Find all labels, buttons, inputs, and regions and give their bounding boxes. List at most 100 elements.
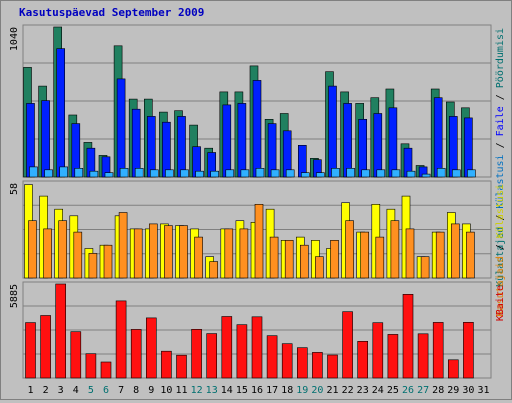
panel-bottom: 5885 <box>9 281 492 379</box>
bar-Kasutajaid-day-9 <box>149 223 158 279</box>
xtick-label-day-20: 20 <box>311 385 323 396</box>
bar-Külastusi-day-15 <box>240 169 250 178</box>
xtick-label-day-25: 25 <box>387 385 399 396</box>
bar-Külastusi-day-11 <box>180 169 189 178</box>
bar-Kasutajaid-day-6 <box>103 244 113 279</box>
xtick-label-day-7: 7 <box>118 385 124 396</box>
bar-Kasutajaid-day-11 <box>179 225 188 279</box>
bar-Faile-day-30 <box>464 117 473 178</box>
bar-Faile-day-17 <box>267 123 277 178</box>
bar-KBaite-day-11 <box>176 354 187 379</box>
xtick-label-day-28: 28 <box>432 385 444 396</box>
bar-Faile-day-16 <box>252 80 262 178</box>
xtick-label-day-11: 11 <box>175 385 187 396</box>
legend-separator: / <box>495 209 506 227</box>
xtick-label-day-26: 26 <box>402 385 414 396</box>
bar-Külastusi-day-30 <box>467 169 476 178</box>
bar-Kasutajaid-day-5 <box>88 253 98 279</box>
bar-KBaite-day-23 <box>357 340 369 379</box>
bar-Faile-day-24 <box>373 113 383 178</box>
bar-Külastusi-day-10 <box>165 169 174 178</box>
xtick-label-day-17: 17 <box>266 385 278 396</box>
bar-KBaite-day-5 <box>85 353 97 379</box>
bar-Faile-day-21 <box>328 85 337 178</box>
bar-KBaite-day-1 <box>25 322 36 379</box>
bar-KBaite-day-3 <box>55 283 67 379</box>
panel-bottom-legend: KBaite <box>495 285 506 321</box>
bar-Kasutajaid-day-22 <box>345 220 354 279</box>
bar-Kasutajaid-day-28 <box>435 231 445 279</box>
legend-separator: / <box>495 238 506 256</box>
bar-Faile-day-8 <box>131 108 141 178</box>
bar-Külastusi-day-19 <box>300 172 310 178</box>
bar-Kasutajaid-day-25 <box>390 220 400 279</box>
bar-Külastusi-day-5 <box>89 170 99 178</box>
bar-KBaite-day-19 <box>296 347 308 379</box>
bar-Külastusi-day-14 <box>225 169 235 178</box>
bar-Kasutajaid-day-24 <box>375 236 385 279</box>
bar-Faile-day-3 <box>56 48 66 178</box>
legend-Külastusi: Külastusi <box>495 154 506 208</box>
legend-Pöördumisi: Pöördumisi <box>495 28 506 88</box>
bar-Külastusi-day-28 <box>436 168 446 178</box>
bar-Külastusi-day-21 <box>331 168 340 178</box>
bar-KBaite-day-2 <box>40 315 51 379</box>
bar-Kasutajaid-day-29 <box>450 223 460 279</box>
bar-Kasutajaid-day-27 <box>420 256 430 279</box>
bar-Külastusi-day-4 <box>74 168 84 178</box>
legend-Faile: Faile <box>495 106 506 136</box>
bar-KBaite-day-10 <box>161 350 172 379</box>
xtick-label-day-4: 4 <box>73 385 79 396</box>
bar-Külastusi-day-29 <box>451 169 461 178</box>
bar-KBaite-day-22 <box>342 311 353 379</box>
bar-KBaite-day-25 <box>387 334 399 379</box>
bar-KBaite-day-17 <box>266 335 278 379</box>
legend-Kasutajaid: Kasutajaid <box>495 256 506 316</box>
xtick-label-day-23: 23 <box>357 385 369 396</box>
bar-Kasutajaid-day-10 <box>164 225 173 279</box>
xtick-label-day-22: 22 <box>342 385 354 396</box>
bar-Kasutajaid-day-23 <box>360 231 370 279</box>
bar-Külastusi-day-25 <box>391 169 401 178</box>
legend-separator: / <box>495 136 506 154</box>
bar-Külastusi-day-1 <box>29 166 38 178</box>
bar-Külastusi-day-17 <box>270 169 280 178</box>
bar-Kasutajaid-day-14 <box>224 228 234 279</box>
bar-Kasutajaid-day-4 <box>73 231 83 279</box>
xtick-label-day-15: 15 <box>236 385 248 396</box>
xtick-label-day-1: 1 <box>27 385 33 396</box>
bar-Kasutajaid-day-16 <box>254 204 264 279</box>
bar-Külastusi-day-26 <box>406 170 416 178</box>
bar-KBaite-day-14 <box>221 316 233 379</box>
bar-Kasutajaid-day-30 <box>466 231 475 279</box>
legend-Külastusi: Külastusi <box>495 184 506 238</box>
xtick-label-day-24: 24 <box>372 385 384 396</box>
legend-KBaite: KBaite <box>495 285 506 321</box>
xtick-label-day-29: 29 <box>447 385 459 396</box>
bar-Kasutajaid-day-1 <box>28 220 37 279</box>
bar-KBaite-day-7 <box>115 300 127 379</box>
bar-KBaite-day-15 <box>236 324 248 379</box>
bar-Kasutajaid-day-21 <box>330 240 339 279</box>
bar-Külastusi-day-9 <box>150 169 159 178</box>
legend-separator: / <box>495 88 506 106</box>
bar-Faile-day-1 <box>26 103 35 178</box>
bar-Faile-day-9 <box>147 116 156 178</box>
legend-Külastajad: Külastajad <box>495 227 506 287</box>
series-Faile <box>26 48 473 178</box>
bar-KBaite-day-27 <box>417 333 429 379</box>
bar-Külastusi-day-8 <box>134 168 144 178</box>
bar-Külastusi-day-12 <box>195 170 204 178</box>
bar-Faile-day-25 <box>388 107 398 178</box>
xtick-label-day-14: 14 <box>221 385 233 396</box>
xtick-label-day-10: 10 <box>160 385 172 396</box>
bar-Faile-day-19 <box>297 145 307 178</box>
bar-Kasutajaid-day-2 <box>43 228 52 279</box>
series-KBaite <box>25 283 474 379</box>
bar-KBaite-day-4 <box>70 331 82 379</box>
bar-KBaite-day-21 <box>327 354 338 379</box>
chart-title: Kasutuspäevad September 2009 <box>19 6 204 19</box>
xtick-label-day-21: 21 <box>326 385 338 396</box>
